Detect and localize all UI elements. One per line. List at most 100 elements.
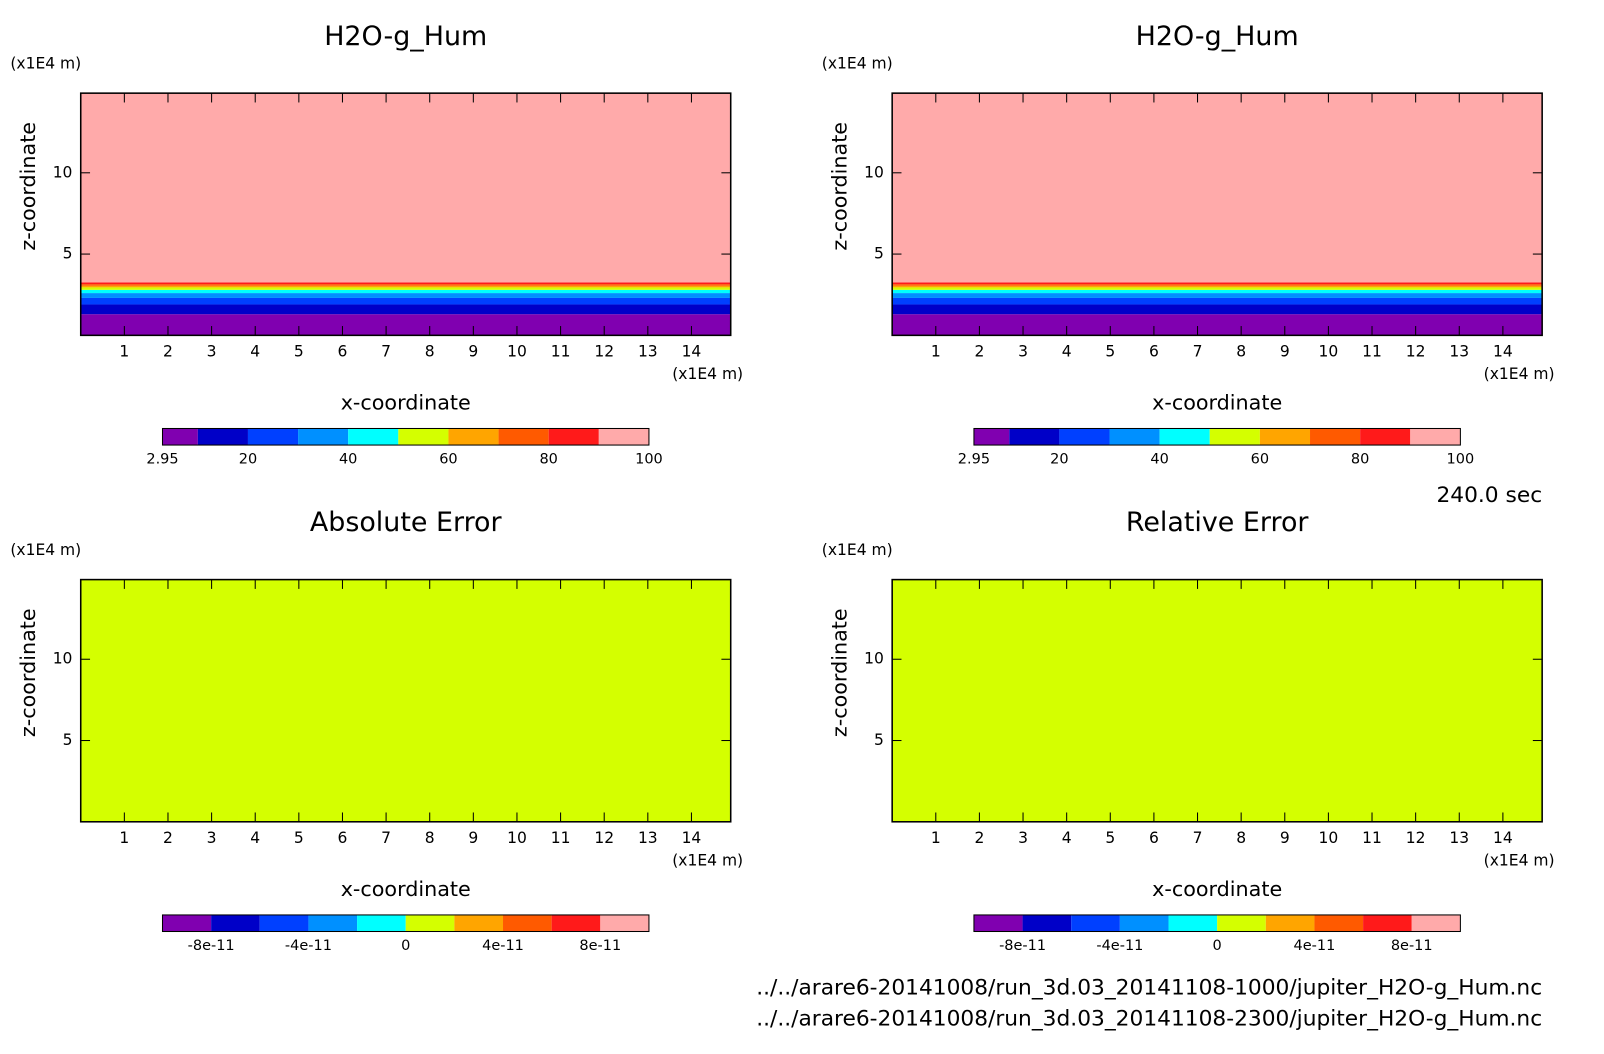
x-tick-label: 5 (1105, 829, 1115, 847)
y-axis-label: z-coordinate (16, 122, 40, 251)
colorbar-segment (1022, 914, 1072, 932)
colorbar-segment (259, 914, 309, 932)
x-tick-label: 13 (1449, 829, 1469, 847)
colorbar-tick-label: 40 (1150, 452, 1168, 468)
colorbar-tick-label: -4e-11 (1096, 938, 1143, 954)
colorbar-segment (1411, 914, 1461, 932)
field-band (892, 282, 1543, 285)
x-tick-label: 9 (1280, 829, 1290, 847)
x-tick-label: 3 (1018, 829, 1028, 847)
x-tick-label: 9 (468, 342, 478, 360)
y-unit: (x1E4 m) (10, 541, 81, 559)
colorbar-segment (308, 914, 358, 932)
frame (79, 578, 732, 823)
x-tick-label: 11 (1362, 829, 1382, 847)
x-tick-label: 13 (1449, 342, 1469, 360)
x-tick-label: 12 (594, 342, 614, 360)
x-tick-label: 14 (682, 829, 702, 847)
field-band (892, 289, 1543, 294)
field-band (80, 93, 731, 283)
x-tick-label: 7 (1193, 829, 1203, 847)
x-tick-label: 14 (682, 342, 702, 360)
x-axis-label: x-coordinate (1152, 391, 1282, 415)
y-unit: (x1E4 m) (10, 55, 81, 73)
x-tick-label: 4 (250, 342, 260, 360)
x-tick-label: 2 (974, 342, 984, 360)
colorbar-segment (1209, 428, 1260, 446)
colorbar-segment (1310, 428, 1361, 446)
panel-title: Relative Error (1126, 507, 1310, 538)
x-tick-label: 11 (1362, 342, 1382, 360)
x-tick-label: 12 (594, 829, 614, 847)
colorbar-segment (1410, 428, 1461, 446)
x-unit: (x1E4 m) (672, 365, 743, 383)
field-band (892, 579, 1543, 822)
y-unit: (x1E4 m) (822, 541, 893, 559)
x-tick-label: 11 (551, 342, 571, 360)
plot-area: 240.0 sec ../../arare6-20141008/run_3d.0… (10, 21, 1554, 1032)
field-band (892, 297, 1543, 305)
colorbar-segment (1217, 914, 1266, 932)
x-tick-label: 4 (1062, 342, 1072, 360)
colorbar-segment (1119, 914, 1169, 932)
colorbar-tick-label: 80 (1351, 452, 1369, 468)
x-axis-label: x-coordinate (341, 877, 471, 901)
x-tick-label: 6 (1149, 342, 1159, 360)
panel-title: Absolute Error (310, 507, 503, 538)
colorbar-tick-label: 8e-11 (1391, 938, 1433, 954)
y-axis-label: z-coordinate (827, 608, 851, 737)
colorbar-segment (548, 428, 599, 446)
field-band (80, 289, 731, 294)
colorbar-segment (551, 914, 601, 932)
y-tick-label: 5 (874, 731, 884, 749)
x-tick-label: 1 (119, 342, 129, 360)
colorbar-segment (211, 914, 260, 932)
colorbar-tick-label: 100 (635, 452, 663, 468)
x-tick-label: 3 (207, 829, 217, 847)
x-tick-label: 5 (1105, 342, 1115, 360)
field-band (892, 285, 1543, 288)
field-band (892, 93, 1543, 283)
colorbar-segment (247, 428, 299, 446)
y-tick-label: 5 (63, 245, 73, 263)
colorbar-tick-label: 100 (1447, 452, 1475, 468)
x-tick-label: 14 (1493, 829, 1513, 847)
panel-title: H2O-g_Hum (1136, 21, 1299, 52)
x-tick-label: 12 (1406, 829, 1426, 847)
x-tick-label: 14 (1493, 342, 1513, 360)
x-tick-label: 8 (425, 829, 435, 847)
colorbar-segment (1159, 428, 1210, 446)
panel-title: H2O-g_Hum (324, 21, 487, 52)
x-axis-label: x-coordinate (1152, 877, 1282, 901)
y-tick-label: 10 (864, 650, 884, 668)
colorbar-tick-label: 20 (1050, 452, 1068, 468)
x-tick-label: 4 (250, 829, 260, 847)
colorbar-tick-label: 60 (439, 452, 457, 468)
colorbar-segment (1363, 914, 1412, 932)
colorbar-tick-label: 2.95 (958, 452, 990, 468)
frame (891, 92, 1543, 337)
colorbar-segment (197, 428, 248, 446)
colorbar-segment (503, 914, 552, 932)
y-axis-label: z-coordinate (16, 608, 40, 737)
colorbar-tick-label: 40 (339, 452, 357, 468)
x-tick-label: 8 (1236, 829, 1246, 847)
x-tick-label: 13 (638, 342, 658, 360)
x-tick-label: 2 (974, 829, 984, 847)
y-tick-label: 5 (63, 731, 73, 749)
colorbar-tick-label: 20 (239, 452, 257, 468)
colorbar-segment (1168, 914, 1218, 932)
colorbar-segment (600, 914, 649, 932)
field-band (80, 579, 731, 822)
colorbar-tick-label: 60 (1251, 452, 1269, 468)
colorbar-segment (1360, 428, 1411, 446)
colorbar-tick-label: 0 (401, 938, 410, 954)
x-tick-label: 7 (381, 829, 391, 847)
x-tick-label: 3 (1018, 342, 1028, 360)
field-band (892, 304, 1543, 315)
x-tick-label: 4 (1062, 829, 1072, 847)
colorbar-segment (1009, 428, 1060, 446)
x-tick-label: 7 (1193, 342, 1203, 360)
x-tick-label: 3 (207, 342, 217, 360)
